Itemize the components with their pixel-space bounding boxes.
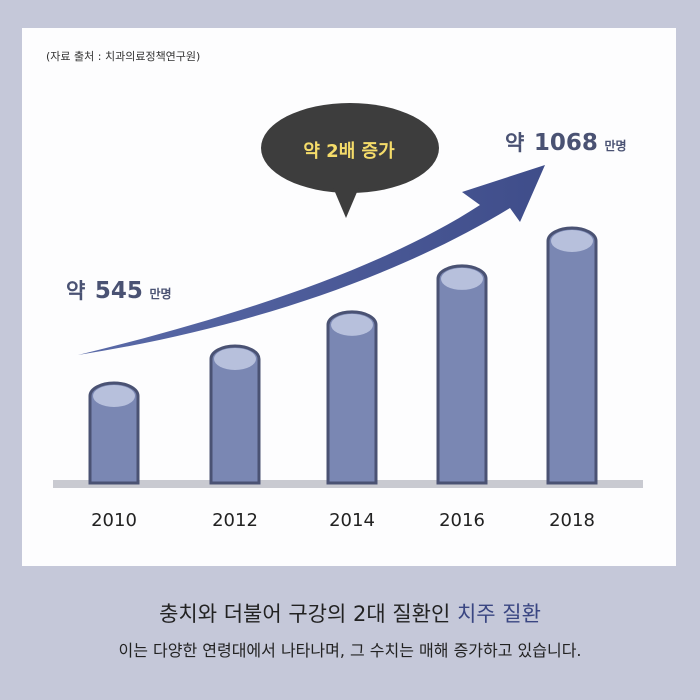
- bar-2012: [209, 344, 261, 485]
- bar-top: [214, 347, 256, 370]
- bar-body: [436, 264, 488, 485]
- headline-accent: 치주 질환: [456, 602, 541, 626]
- bar-body: [209, 344, 261, 485]
- end-value: 1068: [534, 130, 598, 156]
- x-tick-label: 2016: [439, 510, 485, 531]
- bar-2014: [326, 310, 378, 485]
- bar-body: [88, 381, 140, 485]
- subline: 이는 다양한 연령대에서 나타나며, 그 수치는 매해 증가하고 있습니다.: [118, 641, 582, 660]
- start-value: 545: [95, 278, 143, 304]
- bar-body: [546, 226, 598, 485]
- x-tick-label: 2014: [329, 510, 375, 531]
- bar-2016: [436, 264, 488, 485]
- headline-text: 충치와 더불어 구강의 2대 질환인: [159, 602, 457, 626]
- x-tick-label: 2012: [212, 510, 258, 531]
- bar-2010: [88, 381, 140, 485]
- start-unit: 만명: [150, 286, 172, 301]
- x-tick-label: 2018: [549, 510, 595, 531]
- start-label: 약 545 만명: [66, 278, 172, 304]
- headline: 충치와 더불어 구강의 2대 질환인 치주 질환: [0, 598, 700, 628]
- bar-body: [326, 310, 378, 485]
- speech-bubble: 약 2배 증가: [261, 103, 439, 218]
- bar-2018: [546, 226, 598, 485]
- end-prefix: 약: [505, 131, 524, 155]
- x-tick-label: 2010: [91, 510, 137, 531]
- bar-top: [331, 313, 373, 336]
- bar-top: [93, 385, 135, 407]
- end-unit: 만명: [605, 138, 627, 153]
- source-note: (자료 출처 : 치과의료정책연구원): [46, 50, 201, 63]
- bubble-text: 약 2배 증가: [303, 140, 395, 162]
- trend-arrow: [78, 165, 545, 355]
- bar-top: [551, 229, 593, 252]
- start-prefix: 약: [66, 279, 85, 303]
- bar-top: [441, 267, 483, 290]
- end-label: 약 1068 만명: [505, 130, 627, 156]
